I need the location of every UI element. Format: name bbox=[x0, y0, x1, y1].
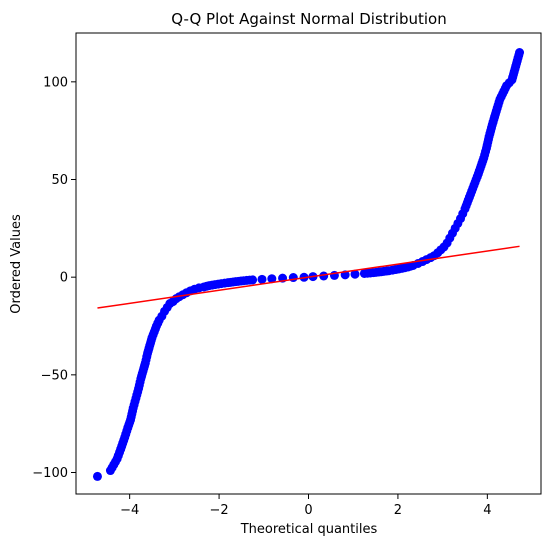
x-axis-ticks: −4 −2 0 2 4 bbox=[120, 494, 491, 518]
y-tick-label: −50 bbox=[41, 368, 68, 383]
x-tick-label: 2 bbox=[394, 503, 402, 518]
data-point bbox=[319, 271, 329, 281]
x-tick-label: −4 bbox=[120, 503, 139, 518]
y-axis-ticks: −100 −50 0 50 100 bbox=[32, 75, 76, 481]
y-tick-label: −100 bbox=[32, 466, 68, 481]
data-point bbox=[92, 471, 102, 481]
data-point bbox=[267, 274, 277, 284]
data-point bbox=[248, 275, 258, 285]
fit-line bbox=[97, 245, 520, 309]
data-point bbox=[515, 48, 525, 58]
data-point bbox=[350, 269, 360, 279]
scatter-points bbox=[92, 48, 525, 481]
y-tick-label: 0 bbox=[60, 271, 68, 286]
y-tick-label: 50 bbox=[51, 173, 68, 188]
x-axis-label: Theoretical quantiles bbox=[240, 522, 378, 537]
data-point bbox=[257, 274, 267, 284]
chart-title: Q-Q Plot Against Normal Distribution bbox=[171, 10, 446, 28]
x-tick-label: 4 bbox=[483, 503, 491, 518]
x-tick-label: 0 bbox=[304, 503, 312, 518]
y-tick-label: 100 bbox=[43, 75, 68, 90]
x-tick-label: −2 bbox=[209, 503, 228, 518]
y-axis-label: Ordered Values bbox=[9, 214, 24, 314]
plot-frame bbox=[75, 32, 542, 495]
data-point bbox=[288, 273, 298, 283]
